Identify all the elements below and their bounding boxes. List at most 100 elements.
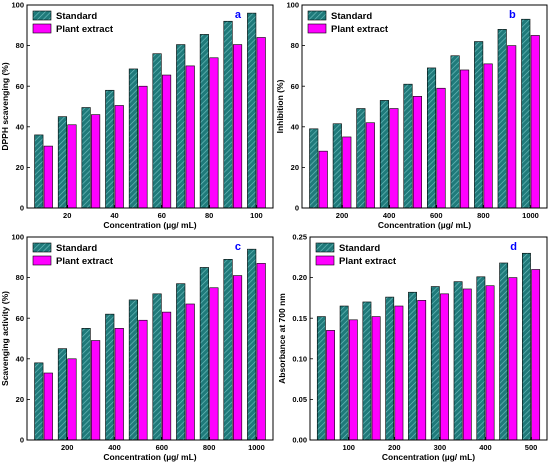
x-axis-label: Concentration (µg/ mL) <box>103 220 196 230</box>
bar-plant-extract-450 <box>508 277 518 441</box>
bar-plant-extract-300 <box>440 293 449 441</box>
bar-plant-extract-300 <box>91 340 101 441</box>
x-axis-label: Concentration (µg/ mL) <box>378 220 471 230</box>
bar-plant-extract-100 <box>256 37 266 209</box>
x-tick-label: 20 <box>63 211 71 220</box>
bar-standard-400 <box>105 313 115 441</box>
bar-plant-extract-500 <box>531 269 541 441</box>
bar-plant-extract-50 <box>138 85 148 209</box>
legend-label-plant-extract: Plant extract <box>56 24 114 35</box>
legend-label-plant-extract: Plant extract <box>56 256 114 267</box>
y-tick-label: 0 <box>20 204 24 213</box>
y-tick-label: 80 <box>291 41 299 50</box>
bar-plant-extract-80 <box>209 57 219 209</box>
bar-plant-extract-800 <box>483 63 493 209</box>
plot-frame <box>301 4 548 209</box>
bar-standard-40 <box>105 89 115 209</box>
y-tick-label: 60 <box>16 82 24 91</box>
x-axis-label: Concentration (µg/ mL) <box>382 452 475 462</box>
chart-panel-a: 0 20 40 60 80 100 20 40 60 80 100 Concentration (µg… <box>0 1 274 230</box>
y-axis-label: Absorbance at 700 nm <box>277 293 287 384</box>
bar-standard-600 <box>426 67 437 209</box>
x-tick-label: 200 <box>336 211 349 220</box>
y-axis-label: Scavenging activity (%) <box>0 291 10 386</box>
y-tick-label: 80 <box>16 273 24 282</box>
legend-swatch-plant-extract <box>32 23 52 34</box>
y-tick-label: 60 <box>16 314 24 323</box>
y-axis-label: DPPH scavenging (%) <box>0 62 10 150</box>
bar-standard-100 <box>34 362 44 441</box>
bar-plant-extract-200 <box>394 305 404 441</box>
y-tick-label: 0 <box>20 436 24 445</box>
x-tick-label: 500 <box>525 443 538 452</box>
bar-plant-extract-1000 <box>256 263 266 441</box>
bar-standard-30 <box>81 107 91 209</box>
bar-plant-extract-30 <box>91 114 101 209</box>
bar-standard-900 <box>223 259 233 441</box>
bar-standard-100 <box>247 12 257 209</box>
bar-plant-extract-600 <box>162 311 172 441</box>
bar-plant-extract-500 <box>138 319 148 441</box>
legend-swatch-standard <box>32 10 52 21</box>
plot-frame <box>309 236 548 441</box>
y-tick-label: 80 <box>16 41 24 50</box>
bar-standard-50 <box>128 68 138 209</box>
bar-standard-450 <box>499 262 509 441</box>
chart-panel-d: 0.00 0.05 0.10 0.15 0.20 0.25 100 200 300 400 500 C… <box>277 233 548 462</box>
bar-plant-extract-60 <box>162 74 172 209</box>
bar-standard-1000 <box>521 18 531 209</box>
bar-plant-extract-900 <box>507 45 517 209</box>
y-tick-label: 0.25 <box>292 233 307 242</box>
bar-plant-extract-800 <box>209 287 219 441</box>
bar-standard-70 <box>176 44 186 209</box>
x-tick-label: 300 <box>434 443 447 452</box>
bar-plant-extract-70 <box>185 65 195 209</box>
bar-plant-extract-900 <box>232 275 243 441</box>
x-tick-label: 200 <box>388 443 401 452</box>
legend-label-standard: Standard <box>56 11 97 22</box>
bar-plant-extract-20 <box>67 124 77 209</box>
x-tick-label: 800 <box>203 443 216 452</box>
bar-standard-300 <box>356 108 366 209</box>
bar-standard-350 <box>453 281 463 441</box>
bar-standard-400 <box>379 100 389 209</box>
plot-frame <box>26 236 274 441</box>
bar-plant-extract-10 <box>43 145 53 209</box>
x-tick-label: 600 <box>430 211 443 220</box>
legend-swatch-plant-extract <box>315 255 335 266</box>
y-axis-label: Inhibition (%) <box>275 79 285 133</box>
y-tick-label: 20 <box>16 395 24 404</box>
bar-standard-100 <box>309 128 319 209</box>
bar-standard-10 <box>34 134 44 209</box>
chart-panel-b: 0 20 40 60 80 100 200 400 600 800 1000 Concentratio… <box>275 1 548 230</box>
bar-standard-100 <box>339 305 349 441</box>
legend-label-standard: Standard <box>339 243 380 254</box>
x-tick-label: 400 <box>479 443 492 452</box>
x-tick-label: 200 <box>61 443 74 452</box>
bar-plant-extract-700 <box>185 303 195 441</box>
bar-plant-extract-400 <box>485 285 495 441</box>
bar-plant-extract-40 <box>114 105 124 209</box>
y-tick-label: 0.00 <box>292 436 307 445</box>
bar-standard-60 <box>152 53 162 209</box>
bar-standard-600 <box>152 293 162 441</box>
bar-standard-80 <box>199 34 209 209</box>
bar-plant-extract-200 <box>67 358 77 441</box>
bar-standard-200 <box>385 296 395 441</box>
bar-plant-extract-200 <box>342 136 352 209</box>
bar-plant-extract-90 <box>232 44 243 209</box>
bar-standard-800 <box>474 41 484 209</box>
bar-plant-extract-700 <box>460 69 470 209</box>
legend-swatch-standard <box>32 242 52 253</box>
bar-standard-700 <box>450 55 460 209</box>
bar-plant-extract-50 <box>326 330 335 441</box>
y-tick-label: 0.20 <box>292 273 307 282</box>
bar-plant-extract-400 <box>389 108 399 209</box>
legend-swatch-standard <box>315 242 335 253</box>
y-tick-label: 0.05 <box>292 395 307 404</box>
bar-plant-extract-100 <box>348 319 358 441</box>
legend-swatch-plant-extract <box>32 255 52 266</box>
y-tick-label: 60 <box>291 82 299 91</box>
